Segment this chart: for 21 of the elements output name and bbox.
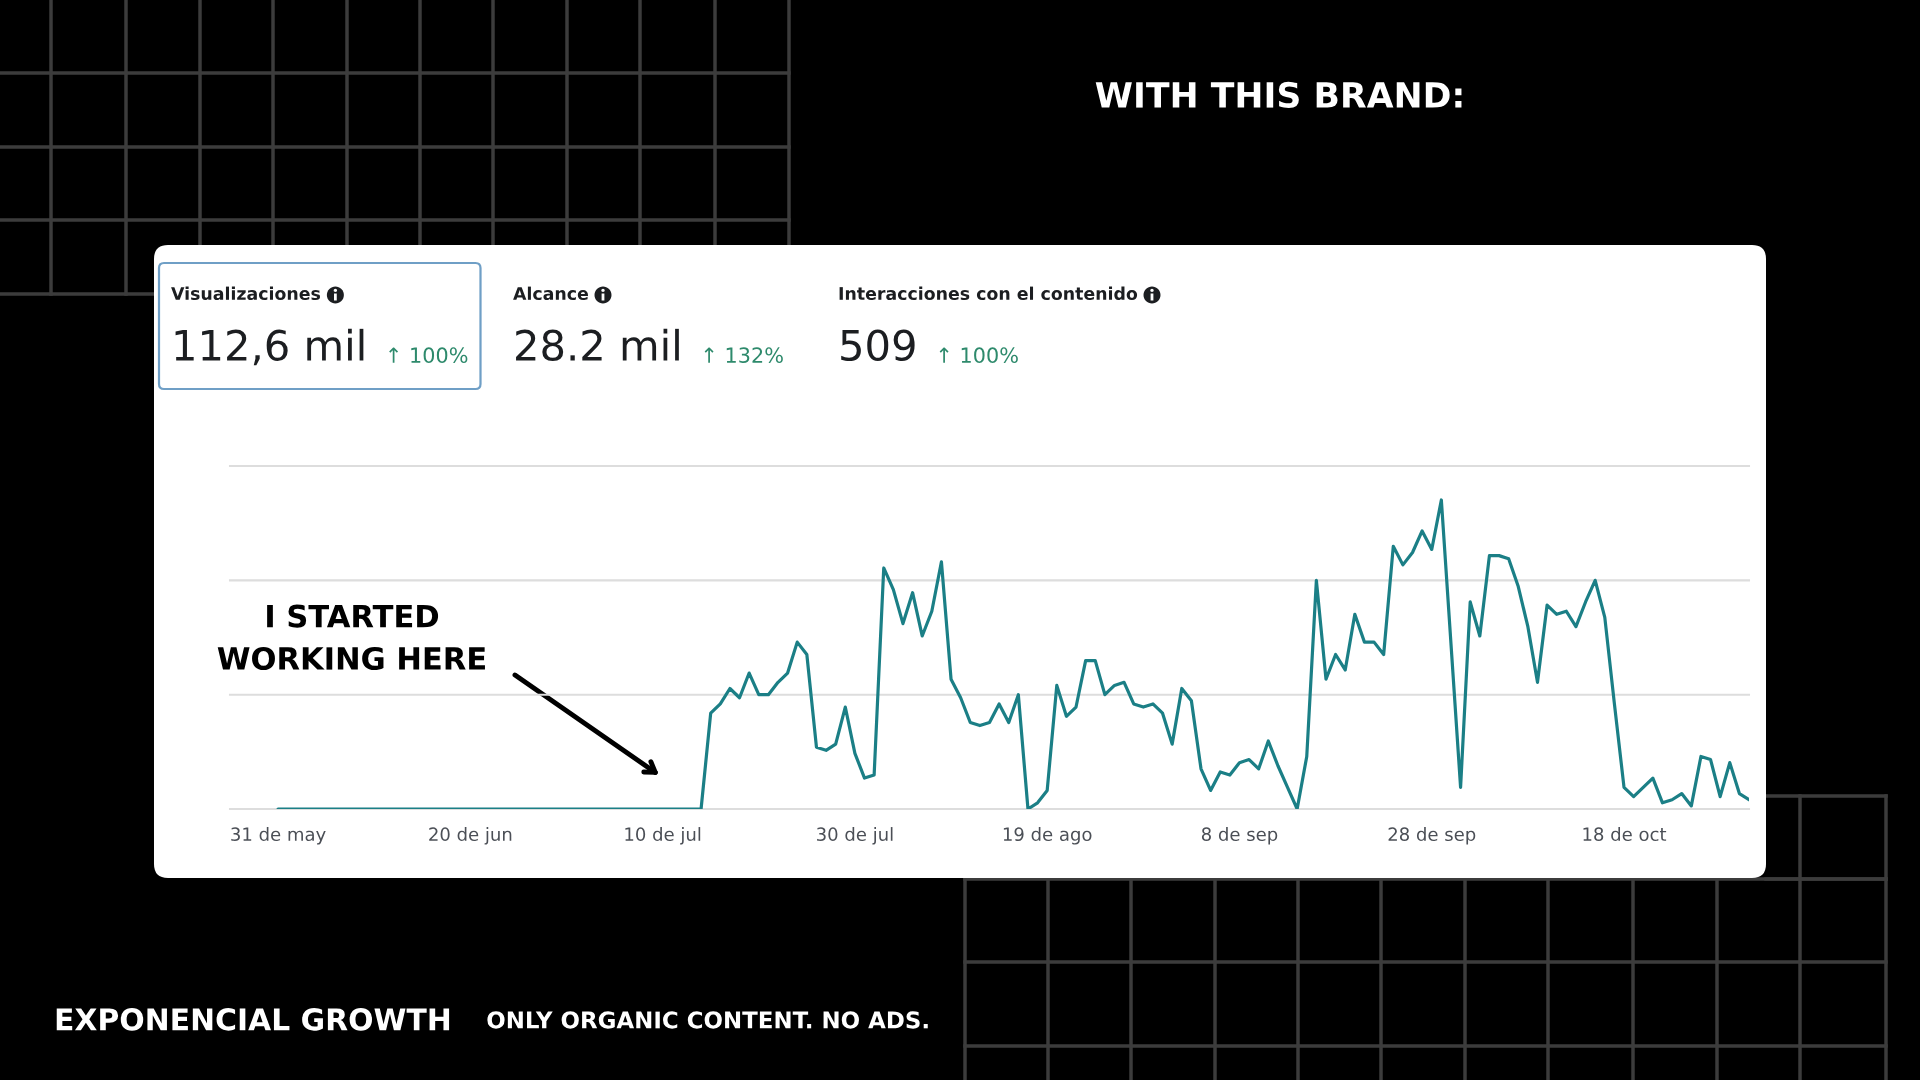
text: Visualizaciones bbox=[171, 286, 321, 301]
x-tick-label: 31 de may bbox=[231, 827, 326, 845]
x-tick-label: 20 de jun bbox=[429, 827, 512, 845]
text: ↑ 100% bbox=[939, 347, 1018, 364]
text: EXPONENCIAL GROWTH bbox=[56, 1008, 450, 1031]
x-tick-label: 10 de jul bbox=[625, 827, 701, 845]
text: ↑ 100% bbox=[389, 347, 468, 364]
text: ONLY ORGANIC CONTENT. NO ADS. bbox=[487, 1011, 928, 1029]
annotation: I STARTED WORKING HERE bbox=[217, 604, 485, 671]
text: ↑ 132% bbox=[704, 347, 783, 364]
x-tick-label: 8 de sep bbox=[1201, 827, 1278, 845]
text: Alcance bbox=[513, 286, 588, 301]
x-tick-label: 28 de sep bbox=[1388, 827, 1476, 845]
text: Interacciones con el contenido bbox=[839, 286, 1138, 301]
text: 112,6 mil bbox=[175, 328, 364, 366]
text: WITH THIS BRAND: bbox=[1095, 81, 1462, 109]
text: 509 bbox=[841, 329, 915, 362]
x-tick-label: 19 de ago bbox=[1003, 827, 1092, 845]
x-tick-label: 30 de jul bbox=[817, 827, 893, 845]
text: 28.2 mil bbox=[516, 328, 679, 362]
x-tick-label: 18 de oct bbox=[1583, 827, 1667, 842]
